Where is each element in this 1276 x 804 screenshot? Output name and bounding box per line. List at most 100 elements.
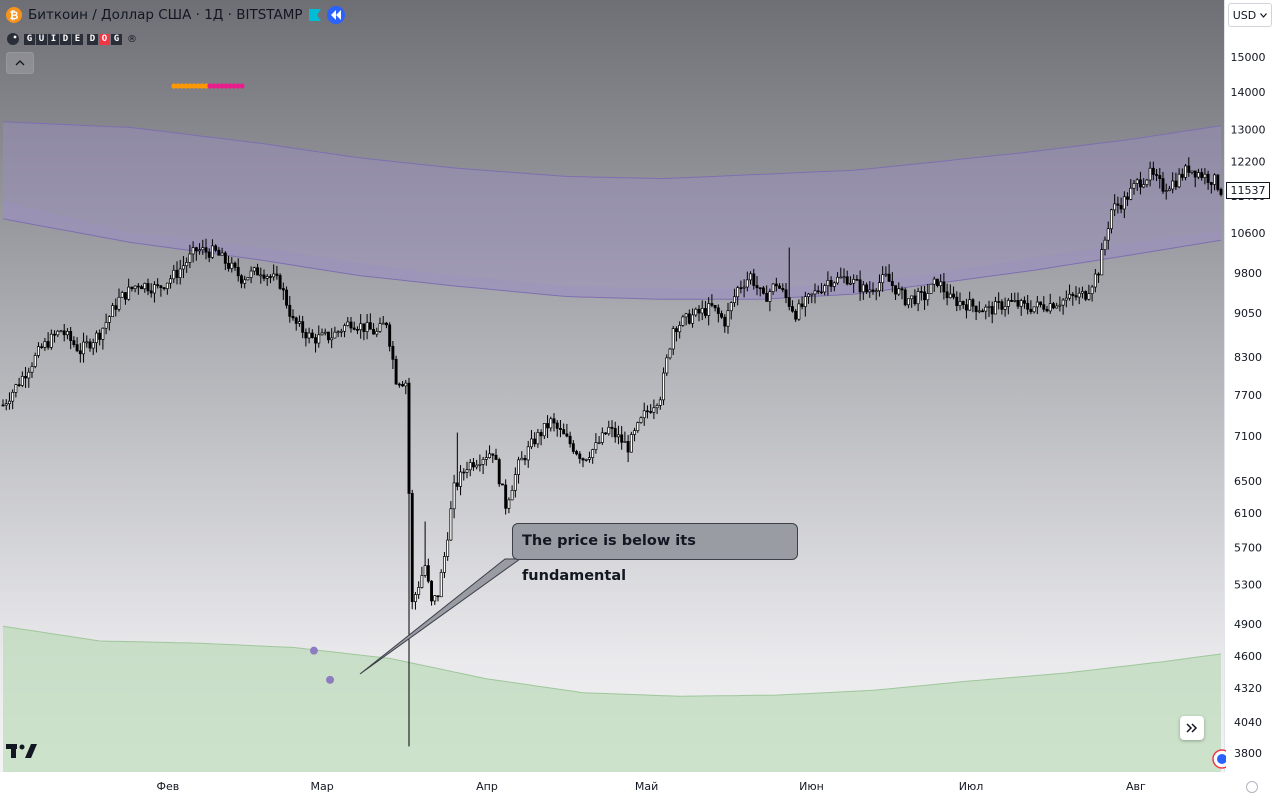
candle bbox=[504, 479, 508, 515]
candle bbox=[539, 429, 543, 446]
candle bbox=[191, 241, 195, 263]
price-axis[interactable] bbox=[1224, 0, 1276, 772]
candle bbox=[955, 291, 959, 312]
callout-box[interactable]: The price is below its fundamental bbox=[512, 523, 798, 584]
candle-body bbox=[1042, 304, 1046, 310]
double-chevron-right-icon bbox=[1186, 723, 1198, 733]
candle bbox=[1064, 290, 1068, 308]
candle bbox=[384, 321, 388, 329]
candle bbox=[919, 286, 923, 301]
candle-body bbox=[36, 346, 40, 356]
candle-body bbox=[1206, 173, 1210, 183]
candle bbox=[948, 284, 952, 299]
candle bbox=[1074, 286, 1078, 301]
candle-body bbox=[1187, 165, 1191, 173]
candle-body bbox=[462, 471, 466, 474]
candle-body bbox=[330, 337, 334, 341]
candle bbox=[162, 286, 166, 291]
candle-body bbox=[723, 316, 727, 327]
candle-body bbox=[252, 267, 256, 272]
candle-body bbox=[217, 249, 221, 256]
candle-body bbox=[1013, 300, 1017, 302]
candle-body bbox=[69, 331, 73, 341]
time-tick-label: Май bbox=[634, 780, 659, 793]
candle-body bbox=[913, 295, 917, 305]
candle-body bbox=[94, 332, 98, 344]
candle-body bbox=[645, 410, 649, 413]
candle bbox=[732, 288, 736, 307]
collapse-legend-button[interactable] bbox=[6, 52, 34, 74]
candle-body bbox=[420, 575, 424, 588]
candle bbox=[529, 430, 533, 450]
candle bbox=[794, 309, 798, 322]
candle bbox=[768, 288, 772, 312]
candle-body bbox=[149, 290, 153, 294]
candle-body bbox=[507, 499, 511, 509]
candle bbox=[716, 304, 720, 323]
candle-body bbox=[1061, 299, 1065, 306]
candle-body bbox=[771, 283, 775, 292]
candle bbox=[681, 314, 685, 327]
candle-body bbox=[520, 457, 524, 461]
candle bbox=[130, 286, 134, 292]
candle bbox=[59, 329, 63, 333]
candle bbox=[1010, 293, 1014, 303]
candle bbox=[500, 483, 504, 486]
candle-body bbox=[826, 280, 830, 286]
candle-body bbox=[1016, 300, 1020, 307]
globe-icon[interactable] bbox=[1212, 748, 1226, 770]
candle bbox=[178, 259, 182, 285]
candle-body bbox=[955, 296, 959, 306]
candle bbox=[549, 416, 553, 432]
candle bbox=[858, 270, 862, 301]
candle bbox=[523, 454, 527, 466]
scroll-to-realtime-button[interactable] bbox=[1180, 716, 1204, 740]
candle bbox=[916, 287, 920, 312]
candle bbox=[787, 247, 791, 311]
price-tick-label: 7100 bbox=[1234, 430, 1262, 443]
candle bbox=[1190, 170, 1194, 175]
candle-body bbox=[1132, 183, 1136, 189]
tradingview-logo-icon[interactable] bbox=[6, 742, 40, 760]
candle bbox=[797, 299, 801, 321]
candle-body bbox=[713, 304, 717, 309]
symbol-title[interactable]: Биткоин / Доллар США · 1Д · BITSTAMP bbox=[28, 7, 303, 23]
candle bbox=[1106, 221, 1110, 250]
candle bbox=[49, 329, 53, 350]
candle bbox=[910, 295, 914, 308]
replay-icon[interactable] bbox=[326, 6, 345, 24]
indicator-dot bbox=[231, 83, 237, 89]
time-axis[interactable]: Фев Мар Апр Май Июн Июл Авг bbox=[0, 772, 1276, 804]
candle-body bbox=[887, 273, 891, 282]
flag-icon[interactable] bbox=[308, 9, 321, 21]
candle bbox=[101, 327, 105, 350]
candle bbox=[997, 292, 1001, 310]
settings-icon[interactable] bbox=[1246, 781, 1258, 793]
candle-body bbox=[964, 304, 968, 311]
candle-body bbox=[1113, 203, 1117, 211]
candle bbox=[839, 267, 843, 279]
candle bbox=[987, 300, 991, 318]
candle-body bbox=[919, 291, 923, 293]
candle bbox=[1200, 168, 1204, 181]
candle bbox=[355, 326, 359, 335]
candle-body bbox=[491, 453, 495, 456]
candle-body bbox=[916, 291, 920, 305]
candle-body bbox=[1093, 273, 1097, 288]
candle-body bbox=[865, 284, 869, 293]
candle bbox=[165, 282, 169, 295]
candle bbox=[127, 278, 131, 301]
candle-body bbox=[1058, 304, 1062, 307]
candle bbox=[468, 459, 472, 477]
candle bbox=[742, 279, 746, 298]
candle-body bbox=[697, 308, 701, 314]
candle-body bbox=[207, 251, 211, 258]
candle bbox=[1080, 286, 1084, 299]
candle bbox=[510, 485, 514, 501]
indicator-dot bbox=[227, 83, 233, 89]
candle bbox=[803, 291, 807, 317]
candle-body bbox=[475, 464, 479, 468]
currency-select[interactable]: USD bbox=[1228, 3, 1272, 27]
